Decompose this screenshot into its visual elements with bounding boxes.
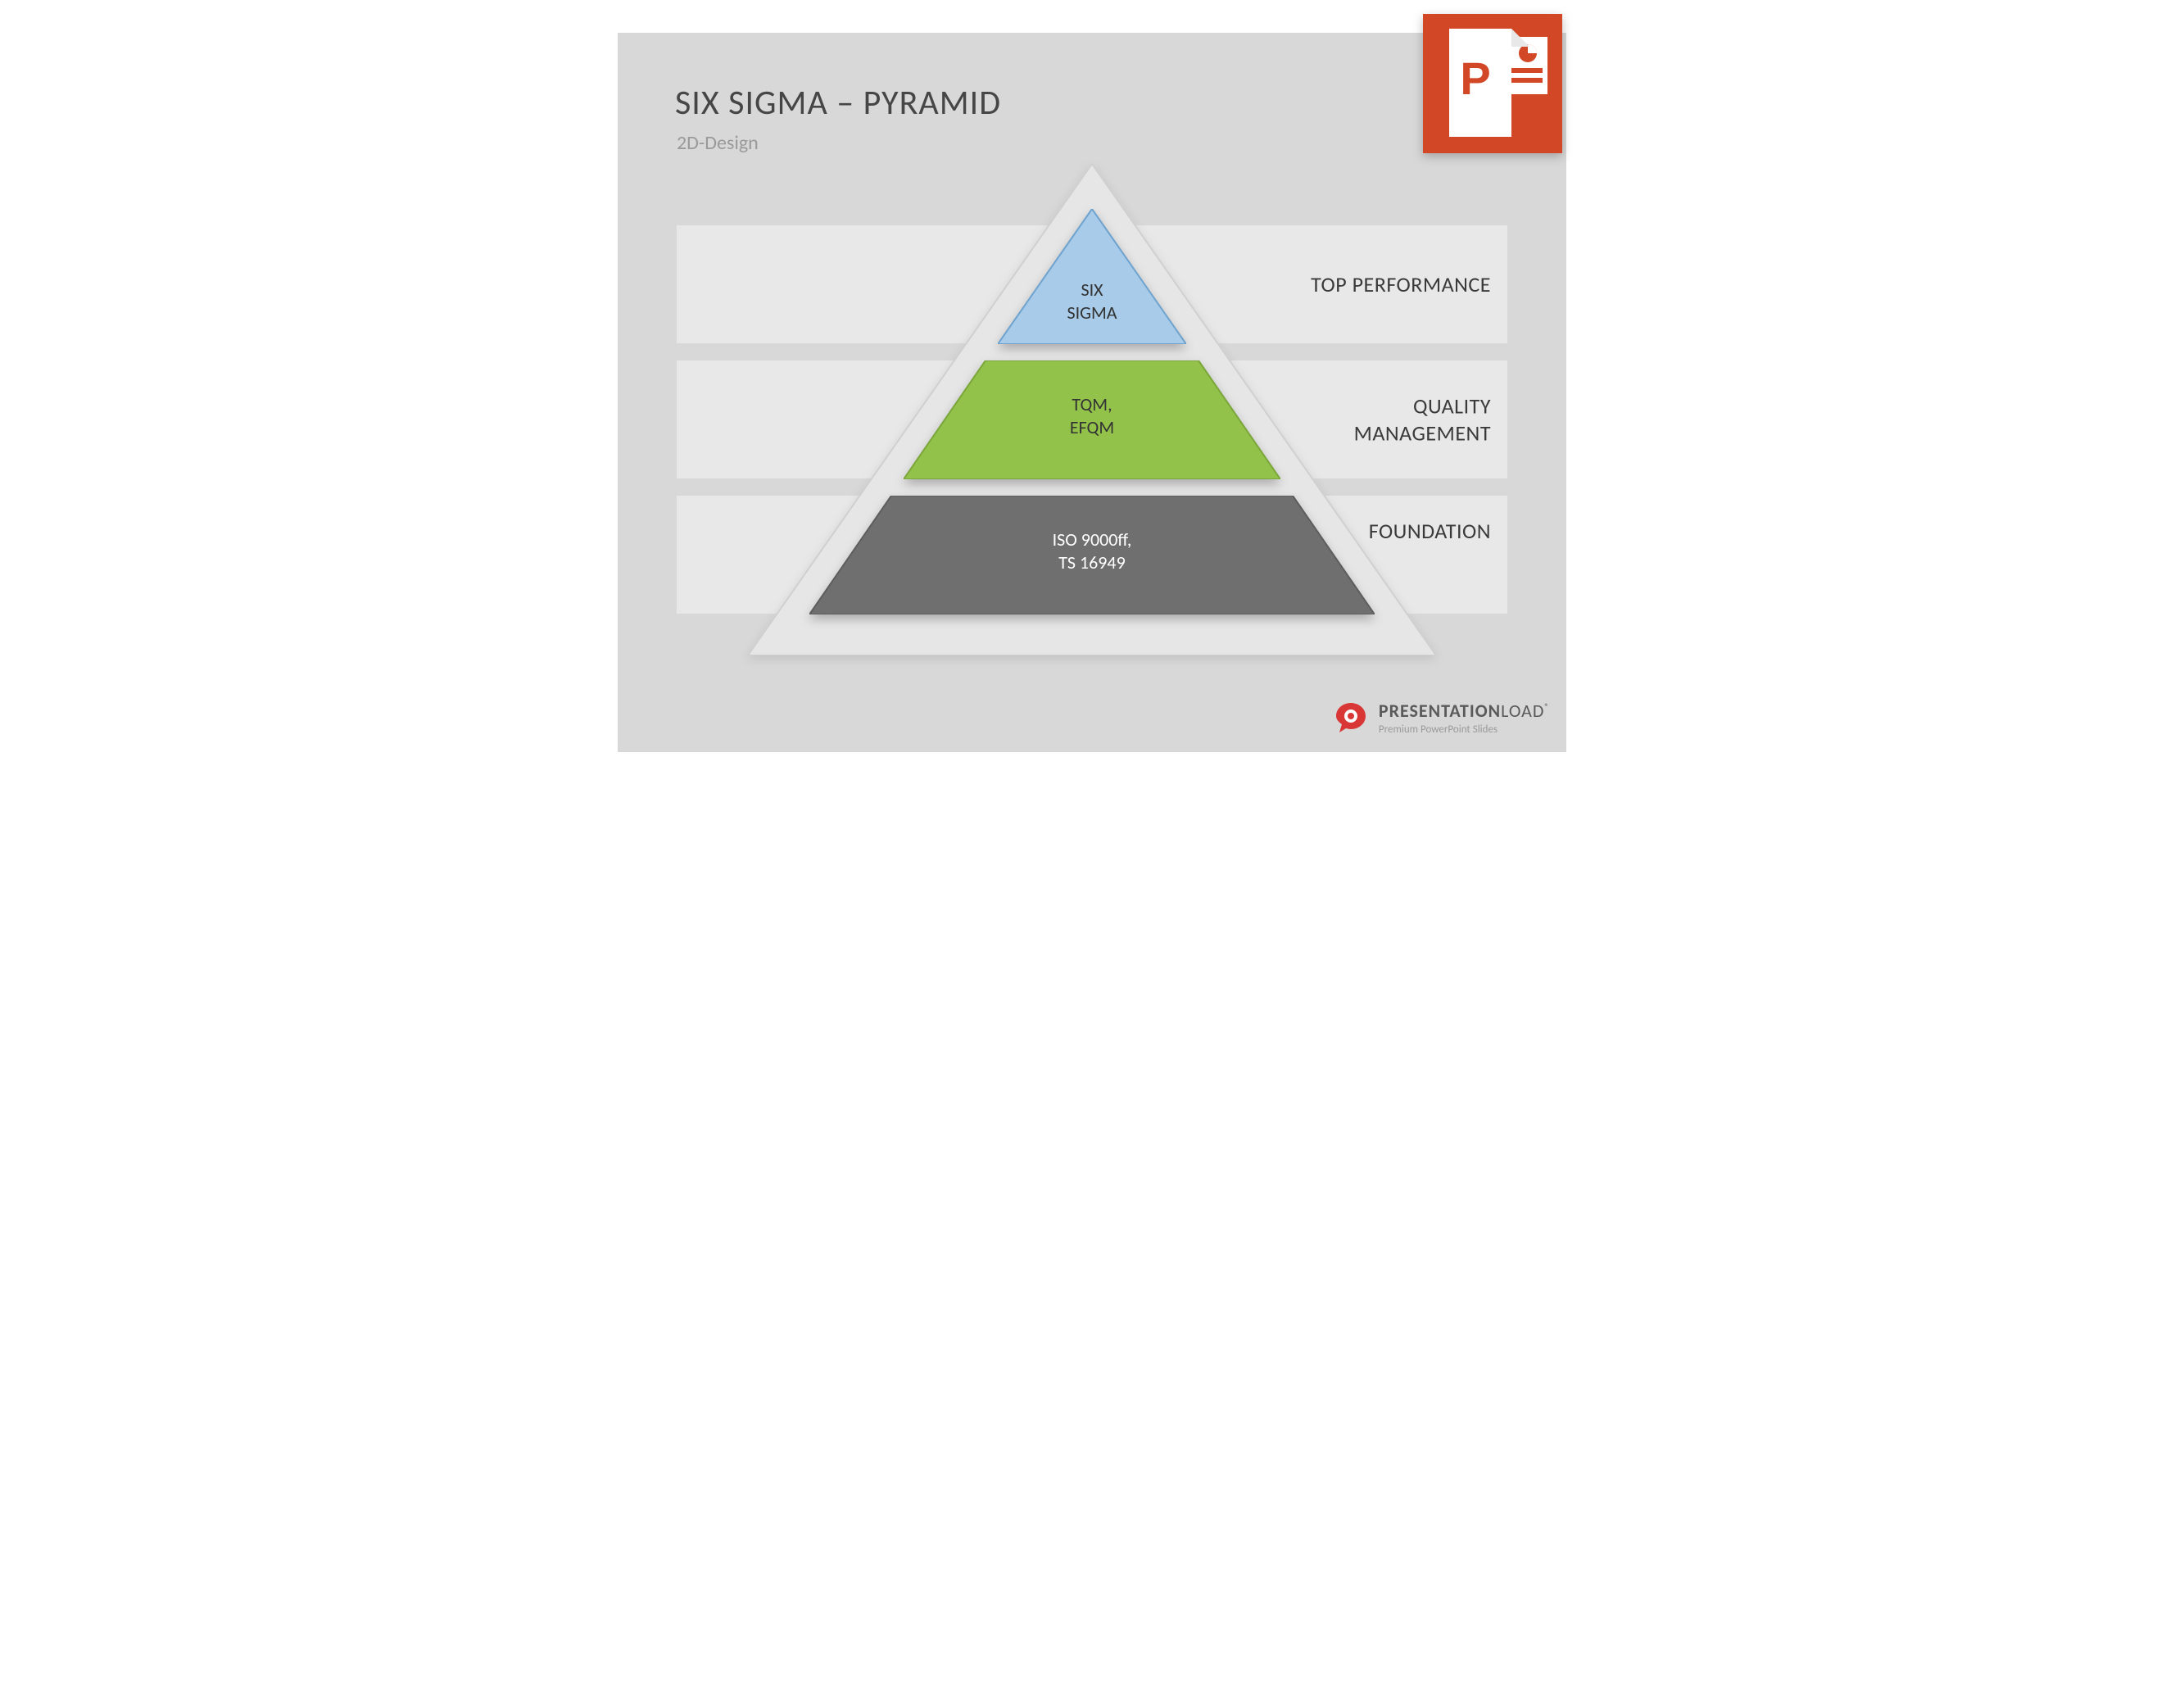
brand-name-thin: LOAD — [1501, 700, 1544, 722]
canvas: SIX SIGMA – PYRAMID 2D-Design TOP PERFOR… — [585, 0, 1599, 785]
powerpoint-badge: P — [1419, 10, 1566, 157]
pyramid-level-bottom — [809, 496, 1375, 614]
row-label-3: FOUNDATION — [1369, 518, 1491, 545]
powerpoint-icon: P — [1423, 14, 1562, 153]
row-label-2: QUALITYMANAGEMENT — [1354, 393, 1491, 447]
slide-title: SIX SIGMA – PYRAMID — [675, 82, 1001, 124]
brand-bubble-icon — [1334, 701, 1367, 734]
brand-tagline: Premium PowerPoint Slides — [1379, 723, 1550, 736]
brand-logo: PRESENTATIONLOAD® Premium PowerPoint Sli… — [1334, 700, 1550, 736]
brand-name-bold: PRESENTATION — [1379, 700, 1501, 722]
brand-registered: ® — [1544, 702, 1550, 713]
brand-text: PRESENTATIONLOAD® Premium PowerPoint Sli… — [1379, 700, 1550, 736]
pyramid-level-top — [998, 209, 1186, 344]
slide-subtitle: 2D-Design — [677, 131, 759, 155]
pyramid-level-middle — [904, 360, 1280, 479]
row-label-1: TOP PERFORMANCE — [1311, 271, 1491, 298]
powerpoint-letter: P — [1460, 52, 1490, 104]
